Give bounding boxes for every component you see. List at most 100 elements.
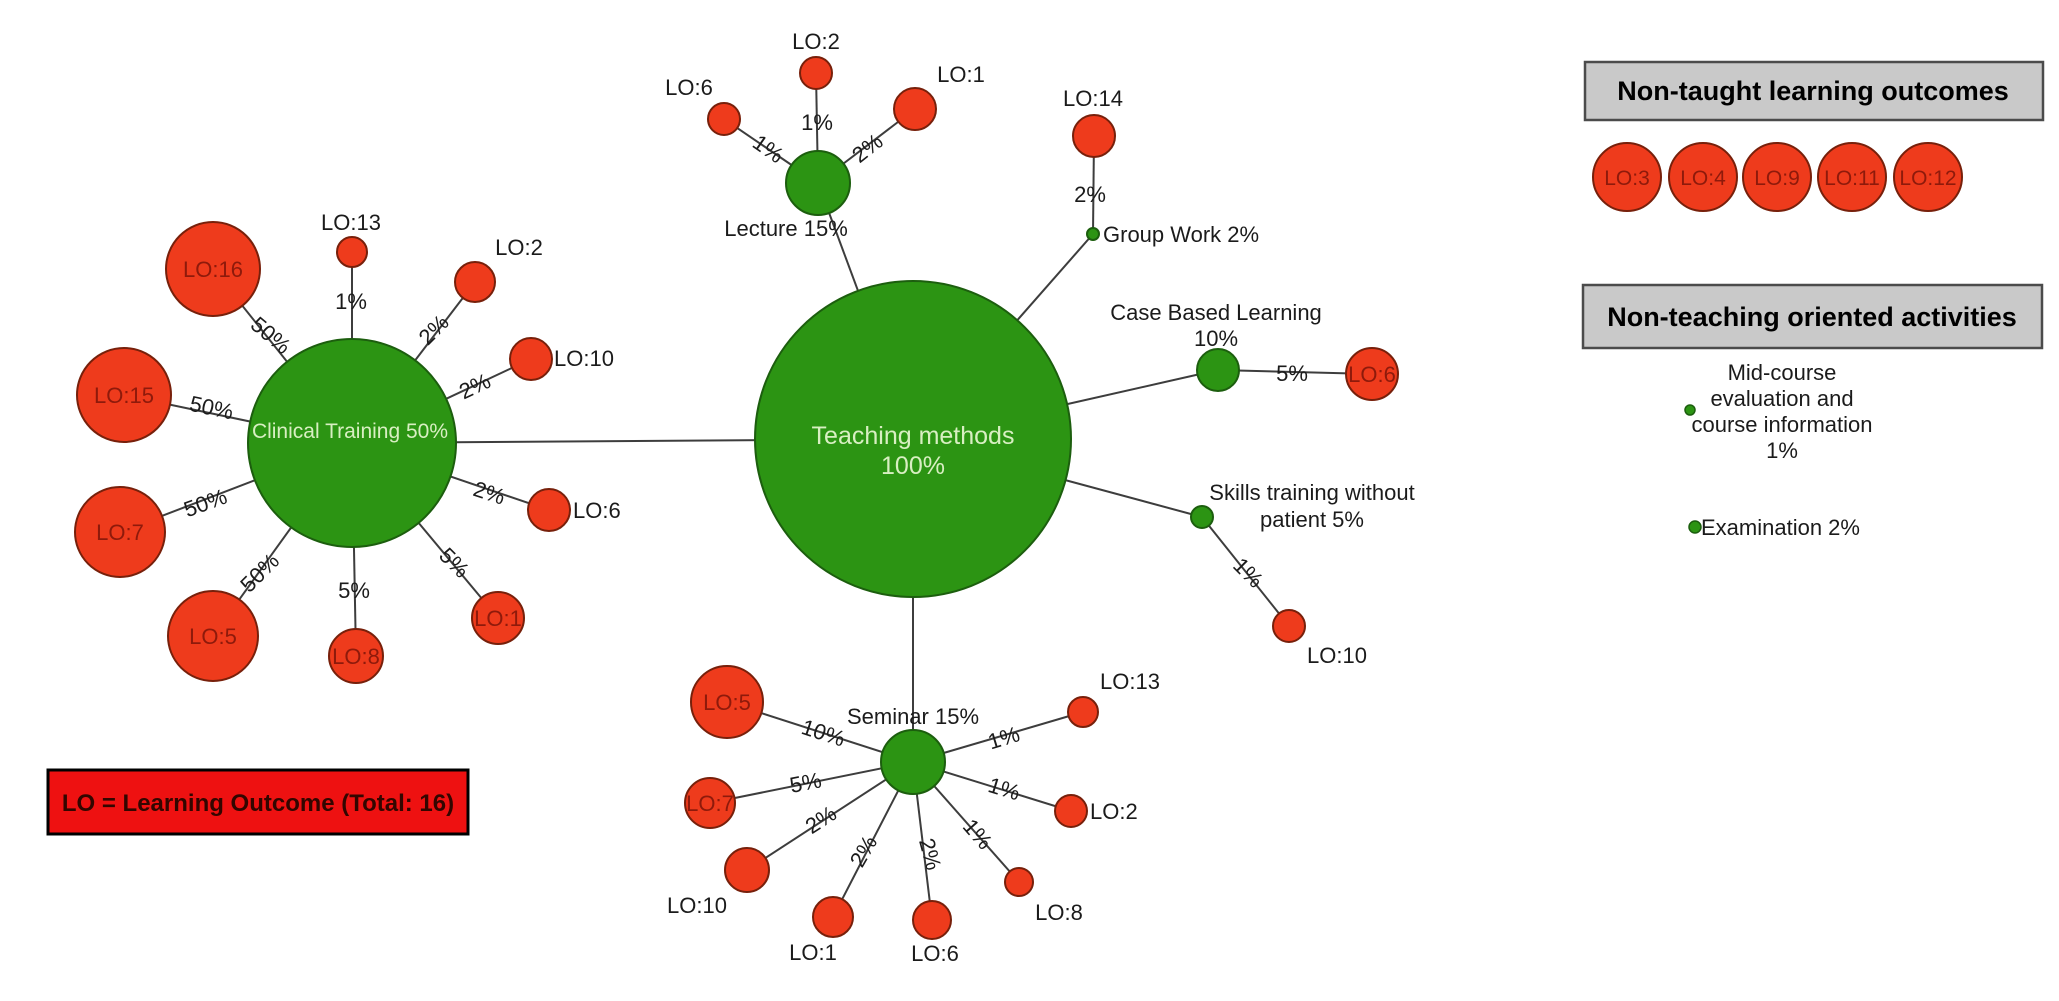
node-label-lo10-clinical: LO:10: [554, 346, 614, 371]
graph-nodes: [74, 56, 1399, 940]
node-label-skills: patient 5%: [1260, 507, 1364, 532]
node-skills: [1190, 505, 1214, 529]
node-label-cbl: Case Based Learning: [1110, 300, 1322, 325]
non-taught-label-1: LO:4: [1680, 167, 1726, 190]
note-text: LO = Learning Outcome (Total: 16): [62, 790, 454, 817]
node-lo6-clinical: [527, 488, 571, 532]
node-label-lo5-clinical: LO:5: [189, 624, 237, 649]
non-taught-label-4: LO:12: [1899, 167, 1956, 190]
node-label-lo1-clinical: LO:1: [474, 606, 522, 631]
node-label-seminar: Seminar 15%: [847, 704, 979, 729]
node-label-lo8-clinical: LO:8: [332, 644, 380, 669]
non-taught-circle-2: [1742, 142, 1812, 212]
node-lo5-clinical: [167, 590, 259, 682]
non-taught-header-box: [1583, 60, 2045, 122]
node-lo16: [165, 221, 261, 317]
edge-label-seminar-lo6-seminar: 2%: [914, 835, 946, 872]
node-label-lo14: LO:14: [1063, 86, 1123, 111]
edge-label-seminar-lo10-seminar: 2%: [801, 801, 841, 839]
midcourse-label: evaluation and: [1710, 386, 1853, 411]
node-lo13-seminar: [1067, 696, 1099, 728]
node-label-lo5-seminar: LO:5: [703, 690, 751, 715]
node-lo6-lecture: [707, 102, 741, 136]
non-teaching-header-box: [1581, 283, 2044, 350]
edge-label-cbl-lo6-cbl: 5%: [1276, 361, 1308, 386]
node-label-lo6-lecture: LO:6: [665, 75, 713, 100]
node-lo7-seminar: [684, 777, 736, 829]
node-label-lo15: LO:15: [94, 383, 154, 408]
edge-label-groupwork-lo14: 2%: [1074, 182, 1106, 207]
node-lo15: [76, 347, 172, 443]
non-taught-circle-0: [1592, 142, 1662, 212]
edge-skills-lo10-skills: [1201, 516, 1290, 627]
node-label-skills: Skills training without: [1209, 480, 1414, 505]
node-label-lo8-seminar: LO:8: [1035, 900, 1083, 925]
node-lo7-clinical: [74, 486, 166, 578]
non-taught-label-3: LO:11: [1824, 167, 1880, 190]
non-teaching-title: Non-teaching oriented activities: [1607, 302, 2017, 332]
node-lo1-seminar: [812, 896, 854, 938]
node-label-lo10-skills: LO:10: [1307, 643, 1367, 668]
node-label-lo6-seminar: LO:6: [911, 941, 959, 966]
node-groupwork: [1086, 227, 1100, 241]
legend: Non-taught learning outcomes LO:3 LO:4 LO:9…: [1581, 60, 2045, 540]
edge-label-clinical-lo15: 50%: [187, 391, 235, 425]
edge-label-lecture-lo6-lecture: 1%: [748, 129, 788, 168]
node-label-lo13-clinical: LO:13: [321, 210, 381, 235]
node-label-lo2-lecture: LO:2: [792, 29, 840, 54]
examination-dot: [1688, 520, 1702, 534]
node-label-lo10-seminar: LO:10: [667, 893, 727, 918]
node-lo10-seminar: [724, 847, 770, 893]
node-lo10-skills: [1272, 609, 1306, 643]
node-clinical: [247, 338, 457, 548]
edge-label-clinical-lo13-clinical: 1%: [335, 289, 367, 314]
edge-label-seminar-lo1-seminar: 2%: [845, 831, 883, 871]
node-label-lo2-clinical: LO:2: [495, 235, 543, 260]
note-rect: [46, 768, 470, 836]
node-cbl: [1196, 348, 1240, 392]
node-lecture: [785, 150, 851, 216]
examination-label: Examination 2%: [1701, 515, 1860, 540]
midcourse-label: Mid-course: [1728, 360, 1837, 385]
node-lo6-seminar: [912, 900, 952, 940]
node-label-groupwork: Group Work 2%: [1103, 222, 1259, 247]
edge-label-seminar-lo7-seminar: 5%: [788, 767, 824, 798]
edge-label-clinical-lo2-clinical: 2%: [414, 310, 454, 350]
node-label-lo7-clinical: LO:7: [96, 520, 144, 545]
non-taught-circle-3: [1817, 142, 1887, 212]
midcourse-label: 1%: [1766, 438, 1798, 463]
node-label-lecture: Lecture 15%: [724, 216, 848, 241]
node-seminar: [880, 729, 946, 795]
node-lo2-lecture: [799, 56, 833, 90]
edge-label-clinical-lo10-clinical: 2%: [455, 368, 494, 404]
node-label-lo16: LO:16: [183, 257, 243, 282]
non-taught-circle-1: [1668, 142, 1738, 212]
midcourse-label: course information: [1692, 412, 1873, 437]
edge-label-seminar-lo5-seminar: 10%: [799, 714, 849, 751]
note-box: LO = Learning Outcome (Total: 16): [46, 768, 470, 836]
node-lo1-clinical: [471, 591, 525, 645]
node-label-lo7-seminar: LO:7: [686, 791, 734, 816]
node-label-teaching: Teaching methods: [812, 422, 1015, 450]
node-label-lo13-seminar: LO:13: [1100, 669, 1160, 694]
edge-seminar-lo10-seminar: [746, 761, 914, 871]
node-label-lo1-seminar: LO:1: [789, 940, 837, 965]
node-label-lo2-seminar: LO:2: [1090, 799, 1138, 824]
non-taught-label-0: LO:3: [1604, 167, 1650, 190]
node-lo5-seminar: [690, 665, 764, 739]
edge-label-clinical-lo5-clinical: 50%: [235, 548, 284, 597]
node-teaching: [754, 280, 1072, 598]
node-lo2-clinical: [454, 261, 496, 303]
node-lo10-clinical: [509, 337, 553, 381]
node-lo14: [1072, 114, 1116, 158]
edge-label-seminar-lo13-seminar: 1%: [985, 721, 1023, 754]
node-lo13-clinical: [336, 236, 368, 268]
non-taught-circle-4: [1893, 142, 1963, 212]
node-label-cbl: 10%: [1194, 326, 1238, 351]
node-lo8-clinical: [328, 628, 384, 684]
non-taught-title: Non-taught learning outcomes: [1617, 76, 2009, 106]
node-label-lo1-lecture: LO:1: [937, 62, 985, 87]
